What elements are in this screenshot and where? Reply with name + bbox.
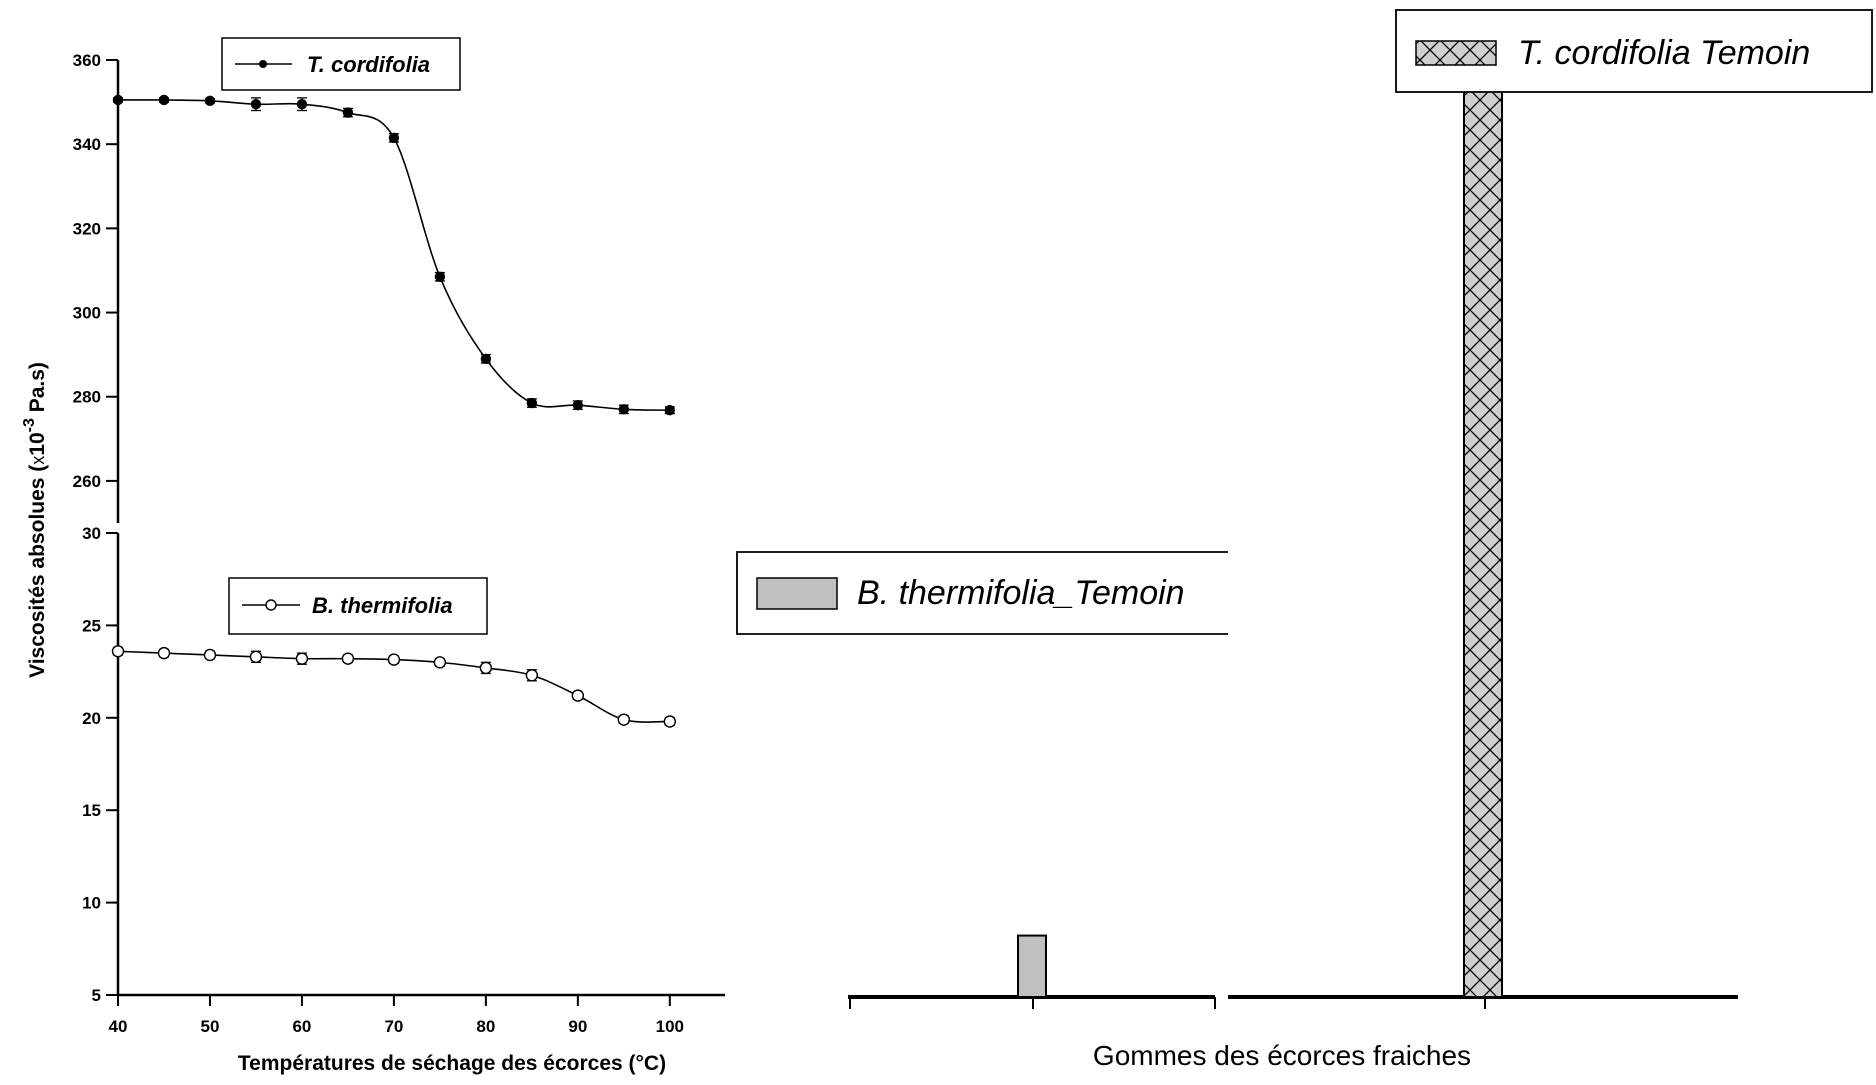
bottom-y-ticks: 5 10 15 20 25 30: [82, 524, 118, 1005]
legend-label-t-cordifolia: T. cordifolia: [307, 52, 430, 77]
data-point: [204, 95, 216, 107]
data-point: [388, 132, 400, 144]
data-point: [296, 98, 308, 110]
y-axis-title: Viscosités absolues (x10-3 Pa.s): [21, 362, 49, 678]
bar-chart: B. thermifolia_Temoin T. cordifolia Temo…: [736, 9, 1873, 1071]
y-tick-label: 320: [73, 219, 101, 238]
x-tick-label: 80: [476, 1017, 495, 1036]
y-tick-label: 5: [92, 986, 101, 1005]
y-tick-label: 260: [73, 472, 101, 491]
data-point: [342, 107, 354, 118]
legend-b-thermifolia: B. thermifolia: [228, 577, 488, 635]
x-tick-label: 40: [109, 1017, 128, 1036]
y-tick-label: 30: [82, 524, 101, 543]
data-point: [434, 271, 446, 282]
data-point: [526, 397, 538, 409]
data-point: [479, 661, 493, 675]
top-y-ticks: 260 280 300 320 340 360: [73, 51, 118, 491]
data-point: [617, 713, 631, 726]
data-point: [618, 404, 630, 415]
data-point: [525, 669, 539, 682]
bar-t-cordifolia-temoin: [1463, 83, 1503, 999]
y-tick-label: 360: [73, 51, 101, 70]
legend-b-thermifolia-temoin: B. thermifolia_Temoin: [736, 551, 1228, 635]
y-tick-label: 20: [82, 709, 101, 728]
data-point: [111, 645, 125, 658]
legend-label-b-thermifolia-temoin: B. thermifolia_Temoin: [857, 574, 1185, 612]
y-tick-label: 15: [82, 801, 101, 820]
data-point: [157, 646, 171, 660]
y-tick-label: 340: [73, 135, 101, 154]
data-point: [664, 404, 676, 416]
bar-b-thermifolia-temoin: [1017, 934, 1047, 999]
data-point: [572, 399, 584, 411]
legend-label-t-cordifolia-temoin: T. cordifolia Temoin: [1518, 34, 1810, 72]
data-point: [295, 652, 309, 665]
data-point: [158, 94, 170, 106]
legend-t-cordifolia-temoin: T. cordifolia Temoin: [1395, 9, 1873, 93]
x-tick-label: 60: [292, 1017, 311, 1036]
y-tick-label: 280: [73, 388, 101, 407]
y-tick-label: 25: [82, 616, 101, 635]
data-point: [663, 715, 677, 728]
data-point: [387, 653, 401, 666]
data-point: [433, 656, 447, 669]
x-tick-label: 100: [656, 1017, 684, 1036]
y-tick-label: 300: [73, 304, 101, 323]
bar-x-axis-title: Gommes des écorces fraiches: [1093, 1040, 1471, 1071]
data-point: [249, 650, 263, 664]
x-tick-label: 90: [568, 1017, 587, 1036]
data-point: [250, 98, 262, 110]
legend-t-cordifolia: T. cordifolia: [221, 37, 461, 91]
line-chart: 260 280 300 320 340 360 5 10 15 20 25 30 40 50 60 70 8…: [21, 37, 725, 1075]
x-ticks: 40 50 60 70 80 90 100: [109, 995, 684, 1036]
data-point: [480, 353, 492, 365]
data-point: [341, 652, 355, 665]
x-axis-title: Températures de séchage des écorces (°C): [238, 1052, 666, 1075]
y-tick-label: 10: [82, 894, 101, 913]
x-tick-label: 70: [384, 1017, 403, 1036]
data-point: [203, 648, 217, 662]
legend-label-b-thermifolia: B. thermifolia: [312, 593, 453, 618]
series-line: [117, 99, 670, 411]
series-b-thermifolia: [111, 645, 677, 728]
data-point: [112, 94, 124, 106]
series-t-cordifolia: [112, 94, 676, 416]
data-point: [571, 689, 585, 702]
x-tick-label: 50: [201, 1017, 220, 1036]
